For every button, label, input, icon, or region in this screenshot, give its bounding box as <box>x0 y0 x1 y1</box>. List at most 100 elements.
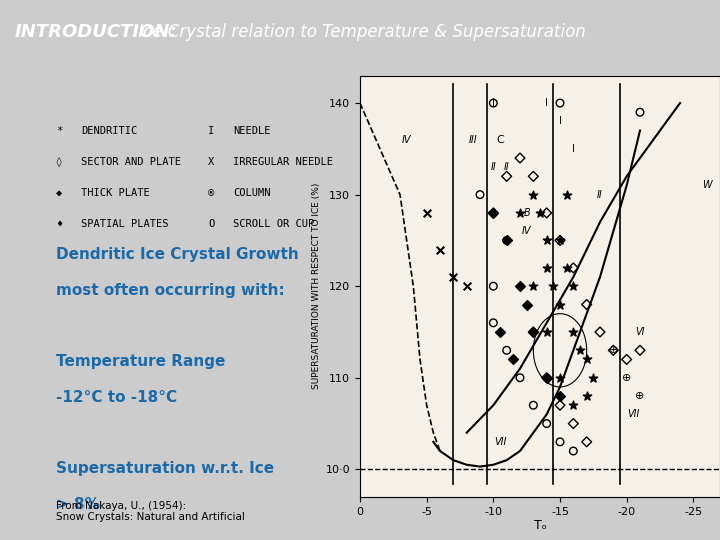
Text: SPATIAL PLATES: SPATIAL PLATES <box>81 219 168 229</box>
Point <box>501 172 513 181</box>
Point <box>528 401 539 409</box>
Text: I: I <box>572 144 575 154</box>
Point <box>567 419 579 428</box>
Text: I: I <box>492 98 495 108</box>
Text: Supersaturation w.r.t. Ice: Supersaturation w.r.t. Ice <box>56 461 274 476</box>
Text: ⊕: ⊕ <box>635 391 644 401</box>
Text: II: II <box>504 162 510 172</box>
Y-axis label: SUPERSATURATION WITH RESPECT TO ICE (%): SUPERSATURATION WITH RESPECT TO ICE (%) <box>312 183 322 389</box>
Text: COLUMN: COLUMN <box>233 188 271 198</box>
Point <box>634 108 646 117</box>
Point <box>621 355 632 364</box>
Text: II: II <box>597 190 603 200</box>
Point <box>567 447 579 455</box>
Text: ◊: ◊ <box>56 157 62 167</box>
Text: VI: VI <box>635 327 644 337</box>
Point <box>567 328 579 336</box>
Point <box>554 437 566 446</box>
Point <box>514 154 526 163</box>
Point <box>528 282 539 291</box>
Point <box>528 190 539 199</box>
Text: -12°C to -18°C: -12°C to -18°C <box>56 390 177 405</box>
Text: NEEDLE: NEEDLE <box>233 126 271 136</box>
Text: Ice Crystal relation to Temperature & Supersaturation: Ice Crystal relation to Temperature & Su… <box>133 23 586 42</box>
Point <box>487 282 499 291</box>
Text: I: I <box>208 126 214 136</box>
Text: ®: ® <box>208 188 214 198</box>
Point <box>487 208 499 217</box>
Text: II: II <box>490 162 496 172</box>
Point <box>434 245 446 254</box>
X-axis label: Tₒ: Tₒ <box>534 519 546 532</box>
Point <box>541 419 552 428</box>
Text: III: III <box>469 134 477 145</box>
Point <box>554 401 566 409</box>
Point <box>541 208 552 217</box>
Point <box>534 208 546 217</box>
Text: From Nakaya, U., (1954):
Snow Crystals: Natural and Artificial: From Nakaya, U., (1954): Snow Crystals: … <box>56 501 245 522</box>
Point <box>541 236 552 245</box>
Text: Temperature Range: Temperature Range <box>56 354 225 369</box>
Text: VII: VII <box>627 409 639 420</box>
Text: ⊕: ⊕ <box>622 373 631 383</box>
Text: most often occurring with:: most often occurring with: <box>56 283 284 298</box>
Point <box>448 273 459 281</box>
Point <box>541 374 552 382</box>
Text: I: I <box>559 117 562 126</box>
Point <box>567 282 579 291</box>
Text: IV: IV <box>402 134 411 145</box>
Point <box>514 208 526 217</box>
Point <box>581 437 593 446</box>
Point <box>588 374 599 382</box>
Point <box>494 328 505 336</box>
Point <box>521 300 532 309</box>
Point <box>474 190 486 199</box>
Point <box>421 208 433 217</box>
Point <box>561 264 572 272</box>
Point <box>554 300 566 309</box>
Text: SECTOR AND PLATE: SECTOR AND PLATE <box>81 157 181 167</box>
Point <box>561 190 572 199</box>
Point <box>528 172 539 181</box>
Text: DENDRITIC: DENDRITIC <box>81 126 138 136</box>
Point <box>487 208 499 217</box>
Point <box>501 236 513 245</box>
Point <box>487 99 499 107</box>
Text: Dendritic Ice Crystal Growth: Dendritic Ice Crystal Growth <box>56 247 299 262</box>
Text: VII: VII <box>494 437 506 447</box>
Point <box>548 282 559 291</box>
Point <box>501 346 513 355</box>
Text: ◆: ◆ <box>56 188 62 198</box>
Point <box>541 264 552 272</box>
Text: THICK PLATE: THICK PLATE <box>81 188 150 198</box>
Text: O: O <box>208 219 214 229</box>
Text: INTRODUCTION:: INTRODUCTION: <box>14 23 177 42</box>
Text: ♦: ♦ <box>56 219 62 229</box>
Point <box>634 346 646 355</box>
Point <box>501 236 513 245</box>
Text: C: C <box>496 134 504 145</box>
Point <box>487 319 499 327</box>
Point <box>554 236 566 245</box>
Text: *: * <box>56 126 62 136</box>
Point <box>581 392 593 400</box>
Point <box>528 328 539 336</box>
Text: > 8%: > 8% <box>56 497 100 512</box>
Point <box>514 282 526 291</box>
Point <box>541 328 552 336</box>
Text: IRREGULAR NEEDLE: IRREGULAR NEEDLE <box>233 157 333 167</box>
Text: IV: IV <box>522 226 531 237</box>
Point <box>541 374 552 382</box>
Point <box>581 355 593 364</box>
Point <box>594 328 606 336</box>
Point <box>554 374 566 382</box>
Text: I: I <box>545 98 548 108</box>
Point <box>608 346 619 355</box>
Point <box>508 355 519 364</box>
Point <box>514 374 526 382</box>
Point <box>554 392 566 400</box>
Text: W: W <box>702 180 711 191</box>
Point <box>461 282 472 291</box>
Point <box>567 401 579 409</box>
Text: ⊕: ⊕ <box>608 345 618 355</box>
